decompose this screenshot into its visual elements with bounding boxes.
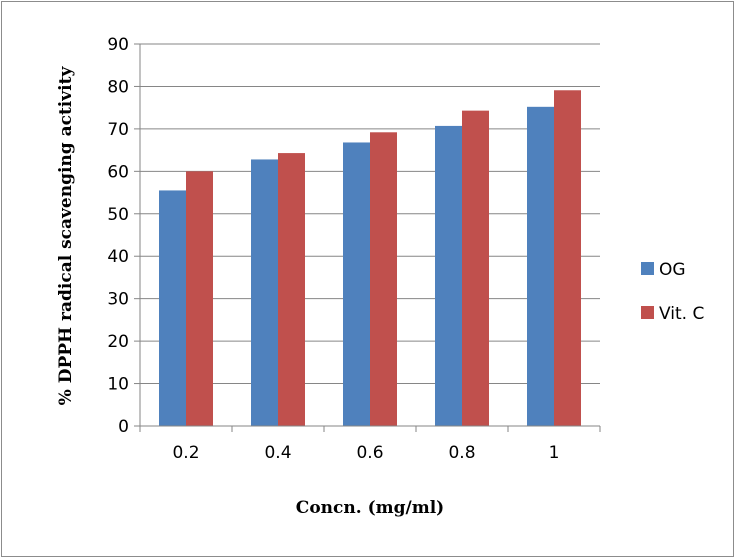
y-tick-label: 50 (107, 205, 129, 225)
bar-vit-c-0-2 (186, 171, 213, 426)
x-tick-label: 0.2 (172, 443, 199, 463)
bar-og-1 (527, 106, 554, 426)
x-tick-label: 1 (549, 443, 560, 463)
legend-swatch-vit-c (641, 306, 654, 319)
x-tick-label: 0.8 (448, 443, 475, 463)
y-tick-label: 0 (118, 417, 129, 437)
x-axis-title: Concn. (mg/ml) (296, 498, 444, 518)
legend: OG Vit. C (641, 260, 704, 324)
bar-og-0-8 (435, 125, 462, 426)
y-tick-label: 40 (107, 247, 129, 267)
bar-vit-c-1 (554, 90, 581, 427)
bar-vit-c-0-8 (462, 110, 489, 426)
bar-vit-c-0-6 (370, 132, 397, 427)
y-tick-labels: 0 10 20 30 40 50 60 70 80 90 (107, 35, 129, 437)
y-tick-label: 30 (107, 290, 129, 310)
bar-og-0-4 (251, 159, 278, 426)
y-tick-label: 90 (107, 35, 129, 55)
axes (139, 44, 600, 427)
y-axis-title: % DPPH radical scavenging activity (56, 66, 76, 406)
legend-label-vit-c: Vit. C (659, 304, 704, 324)
y-tick-label: 70 (107, 120, 129, 140)
bar-og-0-6 (343, 142, 370, 426)
legend-label-og: OG (659, 260, 686, 280)
y-tick-label: 80 (107, 77, 129, 97)
x-tick-label: 0.6 (356, 443, 383, 463)
x-tick-label: 0.4 (264, 443, 291, 463)
y-tick-label: 60 (107, 162, 129, 182)
x-tick-labels: 0.2 0.4 0.6 0.8 1 (172, 443, 559, 463)
bar-vit-c-0-4 (278, 153, 305, 427)
bars (159, 90, 581, 427)
y-tick-label: 20 (107, 332, 129, 352)
y-tick-label: 10 (107, 375, 129, 395)
bar-og-0-2 (159, 190, 186, 426)
legend-swatch-og (641, 262, 654, 275)
